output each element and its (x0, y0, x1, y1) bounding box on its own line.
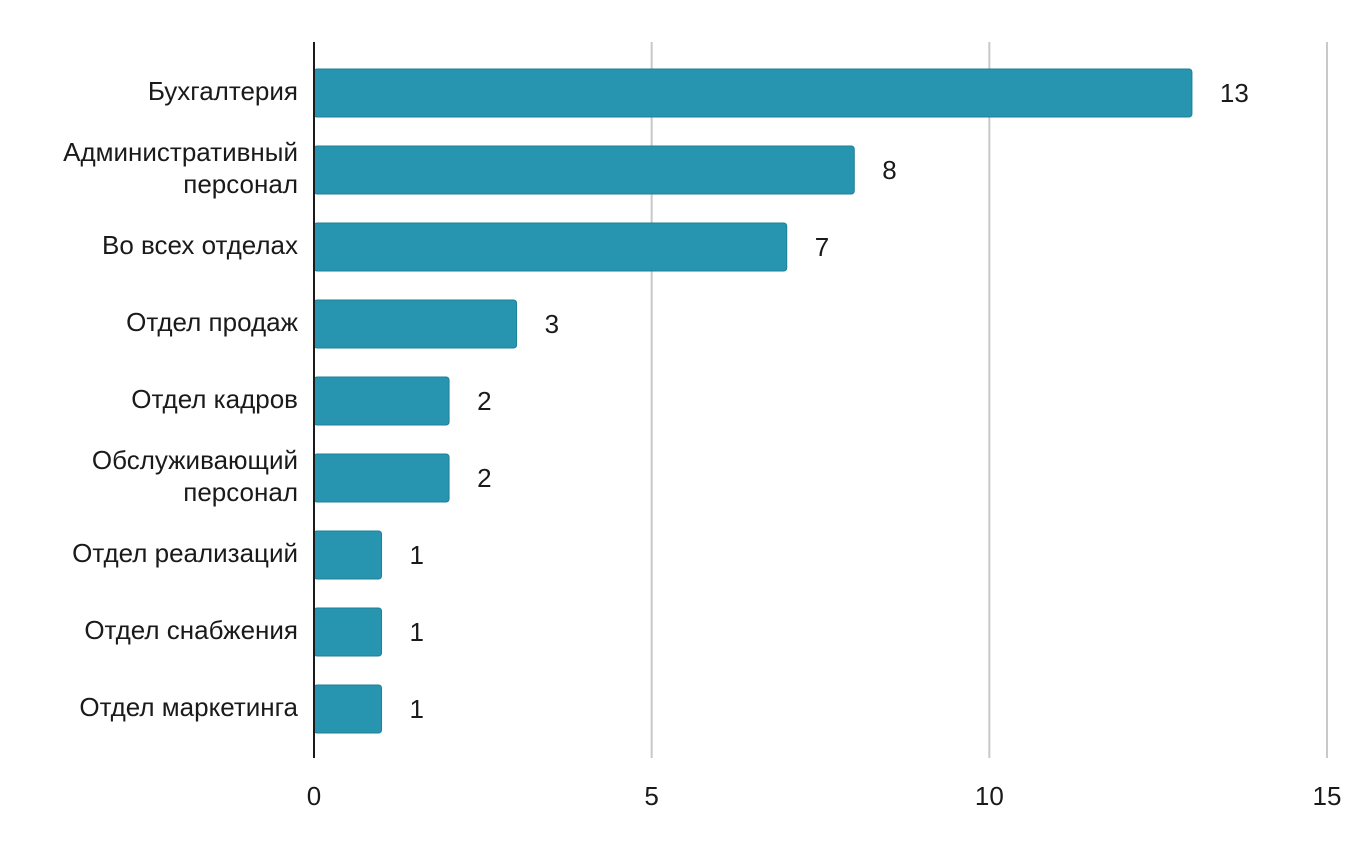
x-tick-label: 10 (975, 781, 1004, 811)
category-label: Обслуживающий персонал (92, 445, 298, 507)
category-label-line: Отдел кадров (131, 384, 298, 414)
category-label-line: Отдел реализаций (72, 538, 298, 568)
bar-value-label: 1 (410, 694, 424, 724)
bar (313, 299, 518, 349)
category-label: Во всех отделах (102, 230, 298, 260)
category-label: Административный персонал (63, 137, 298, 199)
category-label-line: Отдел продаж (126, 307, 298, 337)
bar-value-label: 3 (545, 309, 559, 339)
category-label: Бухгалтерия (148, 76, 298, 106)
x-tick-label: 15 (1313, 781, 1342, 811)
category-label-line: персонал (183, 169, 298, 199)
category-label-line: Во всех отделах (102, 230, 298, 260)
bar-value-label: 8 (882, 155, 896, 185)
category-label-line: персонал (183, 477, 298, 507)
bar (313, 145, 855, 195)
axis-layer: 0 5 10 15 (307, 42, 1342, 811)
category-label: Отдел реализаций (72, 538, 298, 568)
bar-value-label: 2 (477, 463, 491, 493)
bar (313, 607, 383, 657)
category-label-line: Отдел маркетинга (79, 692, 298, 722)
bar (313, 530, 383, 580)
bar (313, 453, 450, 503)
category-label-line: Отдел снабжения (84, 615, 298, 645)
bar (313, 68, 1193, 118)
bar-value-label: 7 (815, 232, 829, 262)
bar (313, 222, 788, 272)
bar (313, 684, 383, 734)
category-label: Отдел маркетинга (79, 692, 298, 722)
category-label: Отдел снабжения (84, 615, 298, 645)
category-label: Отдел кадров (131, 384, 298, 414)
category-label-line: Административный (63, 137, 298, 167)
category-label-line: Бухгалтерия (148, 76, 298, 106)
bar-value-label: 1 (410, 540, 424, 570)
x-tick-label: 0 (307, 781, 321, 811)
bar-value-label: 13 (1220, 78, 1249, 108)
bar-layer (313, 68, 1193, 734)
category-label-line: Обслуживающий (92, 445, 298, 475)
bar (313, 376, 450, 426)
category-label: Отдел продаж (126, 307, 298, 337)
bar-value-label: 2 (477, 386, 491, 416)
x-tick-label: 5 (644, 781, 658, 811)
bar-value-label: 1 (410, 617, 424, 647)
